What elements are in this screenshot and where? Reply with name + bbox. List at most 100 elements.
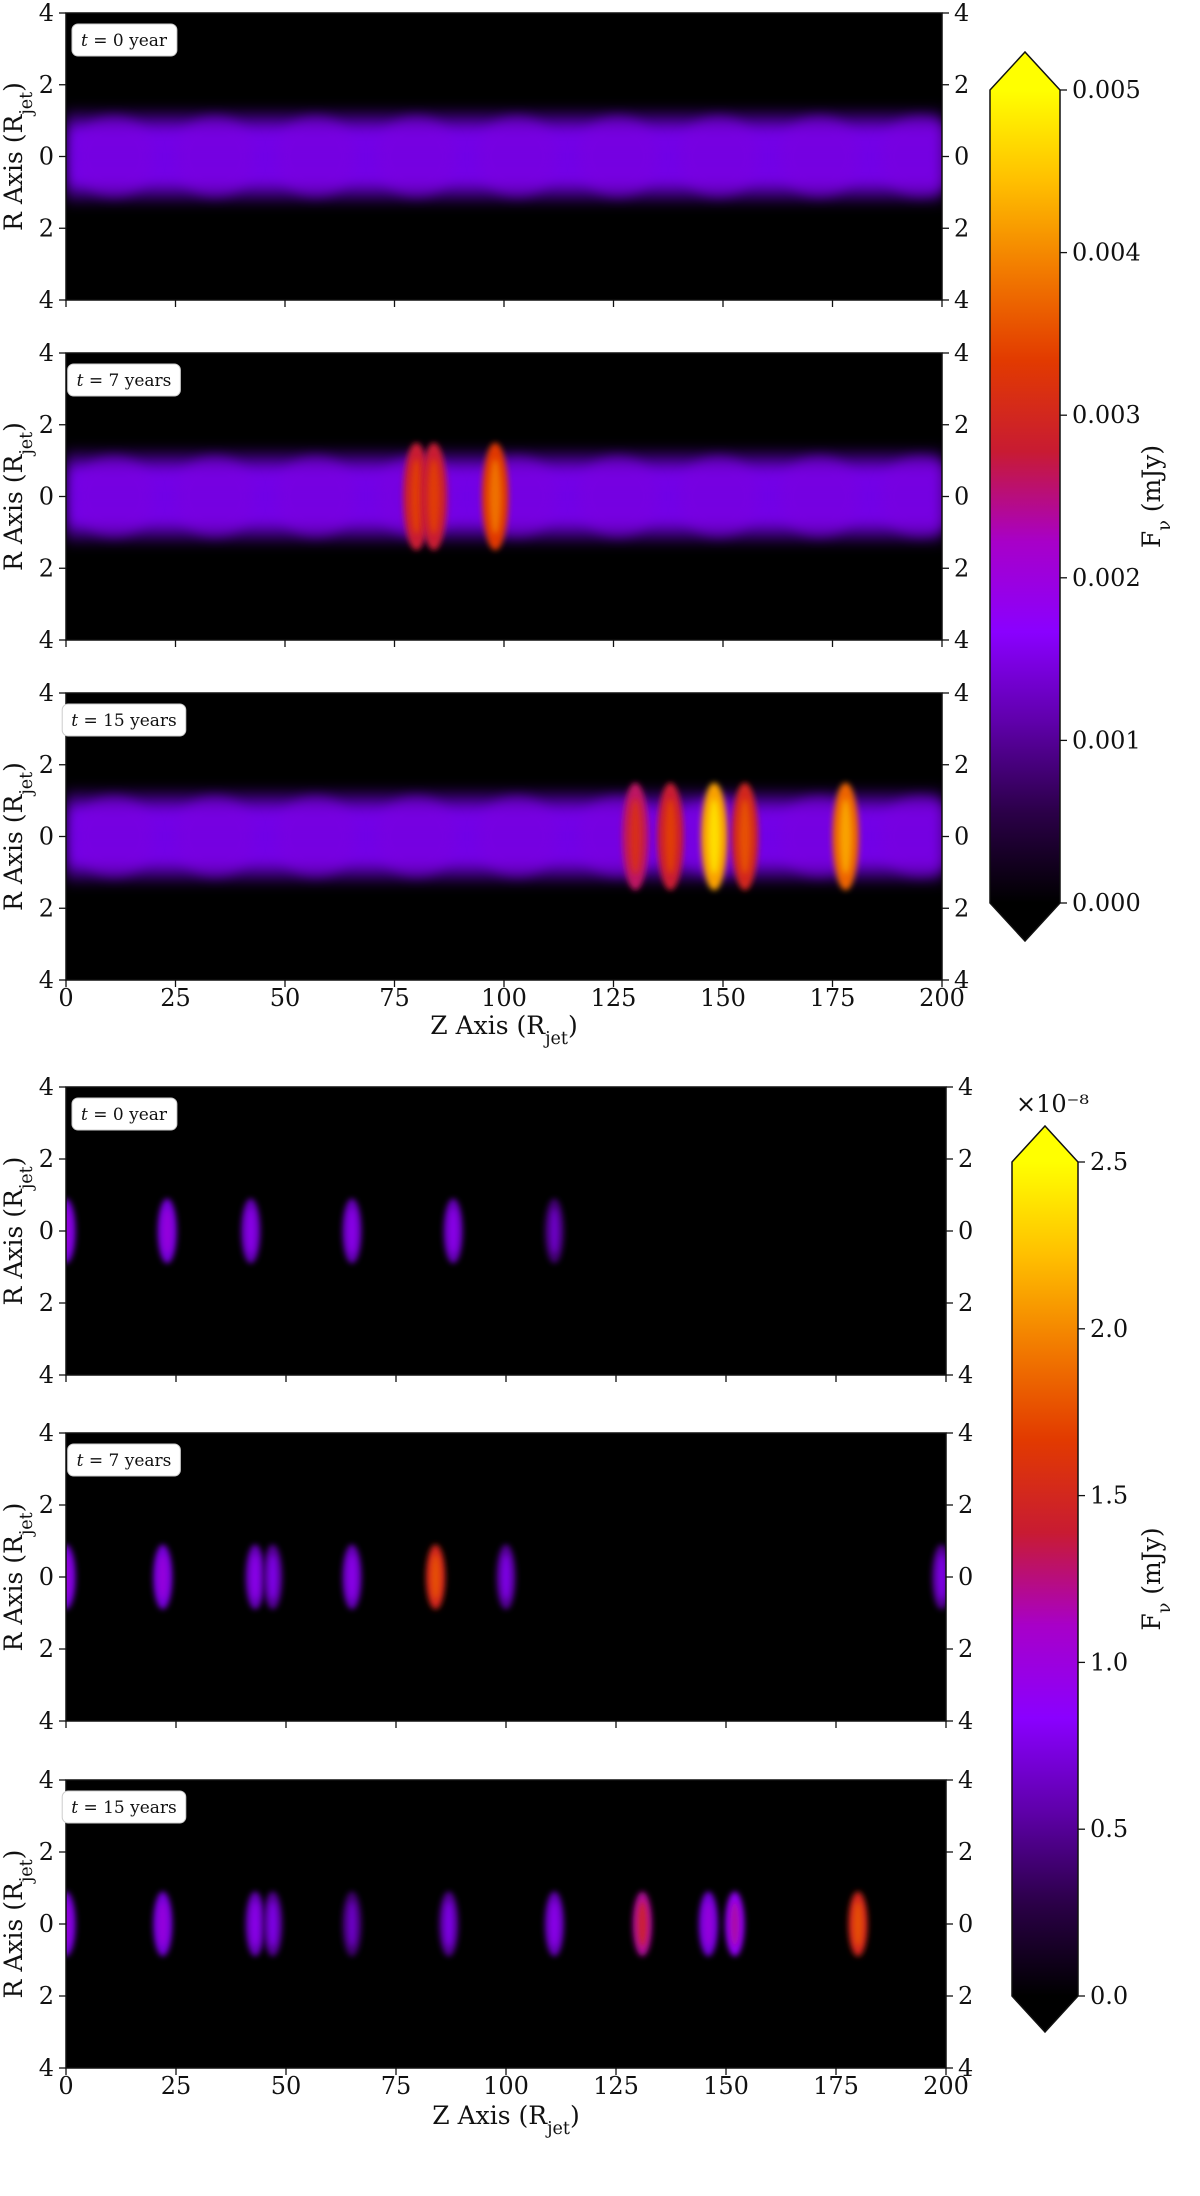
y-tick-label-right: 4 [958,1419,973,1447]
jet-knot [175,117,255,196]
colorbar-extend-max [1012,1126,1078,1162]
y-tick-label-right: 0 [954,823,969,851]
jet-knot [779,117,859,196]
jet-knot [376,797,456,876]
y-tick-label: 2 [39,1838,54,1866]
time-label: t = 7 years [77,1451,172,1471]
x-axis-label: Z Axis (Rjet) [432,2101,579,2139]
colorbar-extend-max [990,52,1060,90]
jet-knot [477,117,557,196]
y-tick-label-right: 4 [954,966,969,994]
emission-feature-core [410,458,423,535]
y-tick-label-right: 4 [958,1361,973,1389]
panel-image [66,1544,946,1610]
emission-feature-core [730,1901,740,1947]
y-tick-label: 2 [39,1982,54,2010]
jet-knot [880,457,942,536]
emission-feature-core [839,798,852,875]
y-tick-label: 0 [39,1910,54,1938]
colorbar-tick-label: 0.001 [1072,726,1141,754]
emission-feature-core [937,1554,946,1600]
emission-feature-core [158,1901,168,1947]
panel-image [66,1198,565,1264]
time-label-box [71,1097,178,1131]
y-tick-label-right: 2 [958,1838,973,1866]
jet-knot [175,797,255,876]
emission-feature-core [162,1208,172,1254]
y-axis-label: R Axis (Rjet) [0,422,37,571]
panel-background [66,1087,946,1375]
panel-image [66,106,942,207]
y-tick-label: 2 [39,1491,54,1519]
emission-feature-core [853,1901,863,1947]
x-tick-label: 175 [810,984,856,1012]
time-label: t = 15 years [71,1798,177,1818]
colorbar-tick-label: 1.5 [1090,1482,1128,1510]
y-tick-label: 2 [39,1145,54,1173]
time-label-box [71,23,178,57]
y-tick-label-right: 0 [954,143,969,171]
y-tick-label-right: 4 [954,286,969,314]
colorbar-tick-label: 0.0 [1090,1982,1128,2010]
colorbar-extend-min [1012,1996,1078,2032]
x-tick-label: 125 [591,984,637,1012]
x-tick-label: 100 [483,2072,529,2100]
y-tick-label-right: 2 [954,554,969,582]
x-tick-label: 75 [379,984,410,1012]
panel-1-2: 4 4 2 2 0 0 2 2 4 4 R Axis (Rjet) t = 7 years [0,339,969,654]
colorbar-tick-label: 0.000 [1072,889,1141,917]
jet-knot [376,117,456,196]
y-tick-label-right: 2 [954,751,969,779]
y-tick-label-right: 4 [958,2054,973,2082]
colorbar-tick-label: 0.003 [1072,401,1141,429]
y-tick-label-right: 4 [954,626,969,654]
y-tick-label: 2 [39,411,54,439]
emission-feature-core [431,1554,440,1600]
x-axis-label: Z Axis (Rjet) [430,1011,577,1049]
emission-feature-core [250,1901,260,1947]
y-tick-label: 4 [39,2054,54,2082]
y-tick-label-right: 4 [958,1766,973,1794]
time-label-box [67,1443,181,1477]
x-tick-label: 50 [270,984,301,1012]
y-tick-label: 4 [39,626,54,654]
y-tick-label: 4 [39,1073,54,1101]
emission-feature-core [268,1901,278,1947]
y-tick-label: 4 [39,1707,54,1735]
colorbar-label: Fν (mJy) [1137,1527,1175,1630]
emission-feature-core [347,1208,357,1254]
x-tick-label: 0 [58,984,73,1012]
y-tick-label-right: 4 [954,339,969,367]
y-tick-label-right: 0 [958,1563,973,1591]
y-axis-label: R Axis (Rjet) [0,1850,37,1999]
jet-knot [74,457,154,536]
y-tick-label: 4 [39,1766,54,1794]
jet-knot [74,797,154,876]
jet-knot [578,457,658,536]
colorbar-label: Fν (mJy) [1137,445,1175,548]
y-tick-label: 2 [39,894,54,922]
time-label: t = 0 year [81,31,168,51]
emission-feature-core [550,1208,559,1254]
y-tick-label: 2 [39,214,54,242]
panel-1-3: 4 4 2 2 0 0 2 2 4 4 R Axis (Rjet) t = 15 years [0,679,969,994]
x-tick-label: 150 [703,2072,749,2100]
colorbar-tick-label: 2.5 [1090,1148,1128,1176]
x-tick-label: 175 [813,2072,859,2100]
y-tick-label-right: 2 [954,411,969,439]
y-tick-label-right: 4 [958,1707,973,1735]
emission-feature-core [664,798,677,875]
y-tick-label: 2 [39,751,54,779]
emission-feature-core [638,1901,647,1947]
time-label: t = 15 years [71,711,177,731]
x-tick-label: 0 [58,2072,73,2100]
x-tick-label: 150 [700,984,746,1012]
y-axis-label: R Axis (Rjet) [0,1157,37,1306]
emission-feature-core [738,798,751,875]
y-tick-label: 0 [39,483,54,511]
y-tick-label: 2 [39,1289,54,1317]
x-tick-label: 50 [271,2072,302,2100]
y-tick-label: 0 [39,143,54,171]
y-tick-label: 4 [39,339,54,367]
y-tick-label-right: 4 [958,1073,973,1101]
